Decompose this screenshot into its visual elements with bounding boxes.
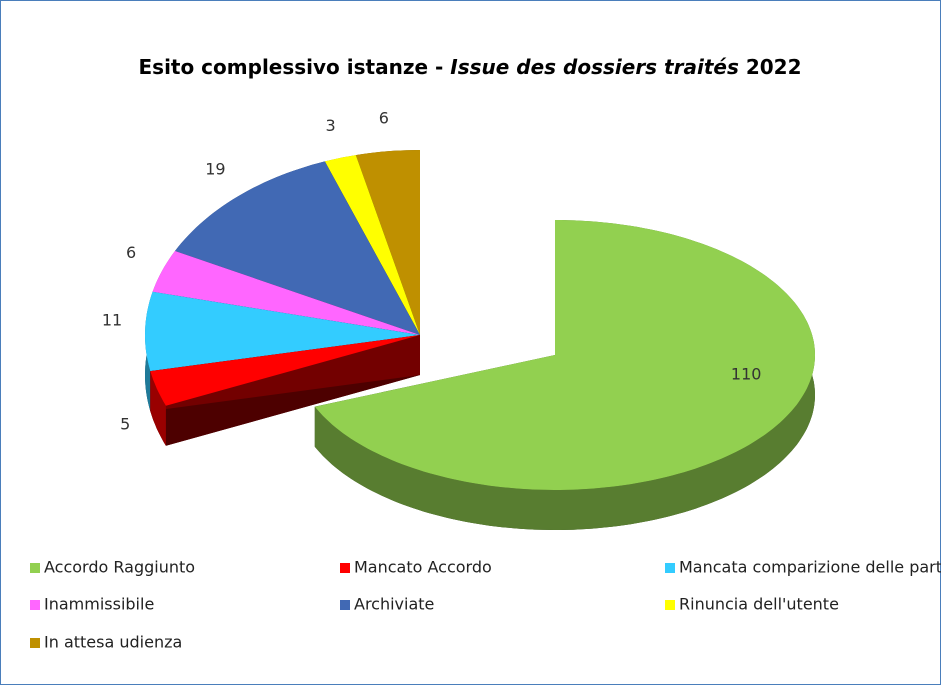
legend: Accordo Raggiunto Mancato Accordo Mancata … [30,558,941,652]
slice [324,155,420,335]
data-label: 19 [205,160,225,179]
slice [175,161,420,335]
legend-swatch [30,563,40,573]
chart-title: Esito complessivo istanze - Issue des do… [139,55,802,79]
legend-label: Mancato Accordo [354,558,492,577]
legend-label: Archiviate [354,595,434,614]
data-label: 3 [325,116,335,135]
data-label: 6 [379,109,389,128]
legend-swatch [340,563,350,573]
legend-label: Accordo Raggiunto [44,558,195,577]
legend-label: In attesa udienza [44,633,182,652]
slice [355,150,420,335]
legend-label: Mancata comparizione delle parti [679,558,941,577]
slice-wall [150,371,166,446]
pie: 6 3 19 6 11 5 110 [102,109,815,530]
data-label: 11 [102,310,122,329]
data-label: 5 [120,415,130,434]
slice [152,251,420,335]
legend-swatch [665,600,675,610]
legend-swatch [30,638,40,648]
legend-label: Inammissibile [44,595,154,614]
slice-side [150,335,420,412]
legend-label: Rinuncia dell'utente [679,595,839,614]
slice [150,335,421,406]
legend-swatch [30,600,40,610]
slice [145,291,420,372]
slice [314,220,815,490]
legend-swatch [340,600,350,610]
data-label: 110 [731,365,762,384]
data-label: 6 [126,243,136,262]
legend-swatch [665,563,675,573]
